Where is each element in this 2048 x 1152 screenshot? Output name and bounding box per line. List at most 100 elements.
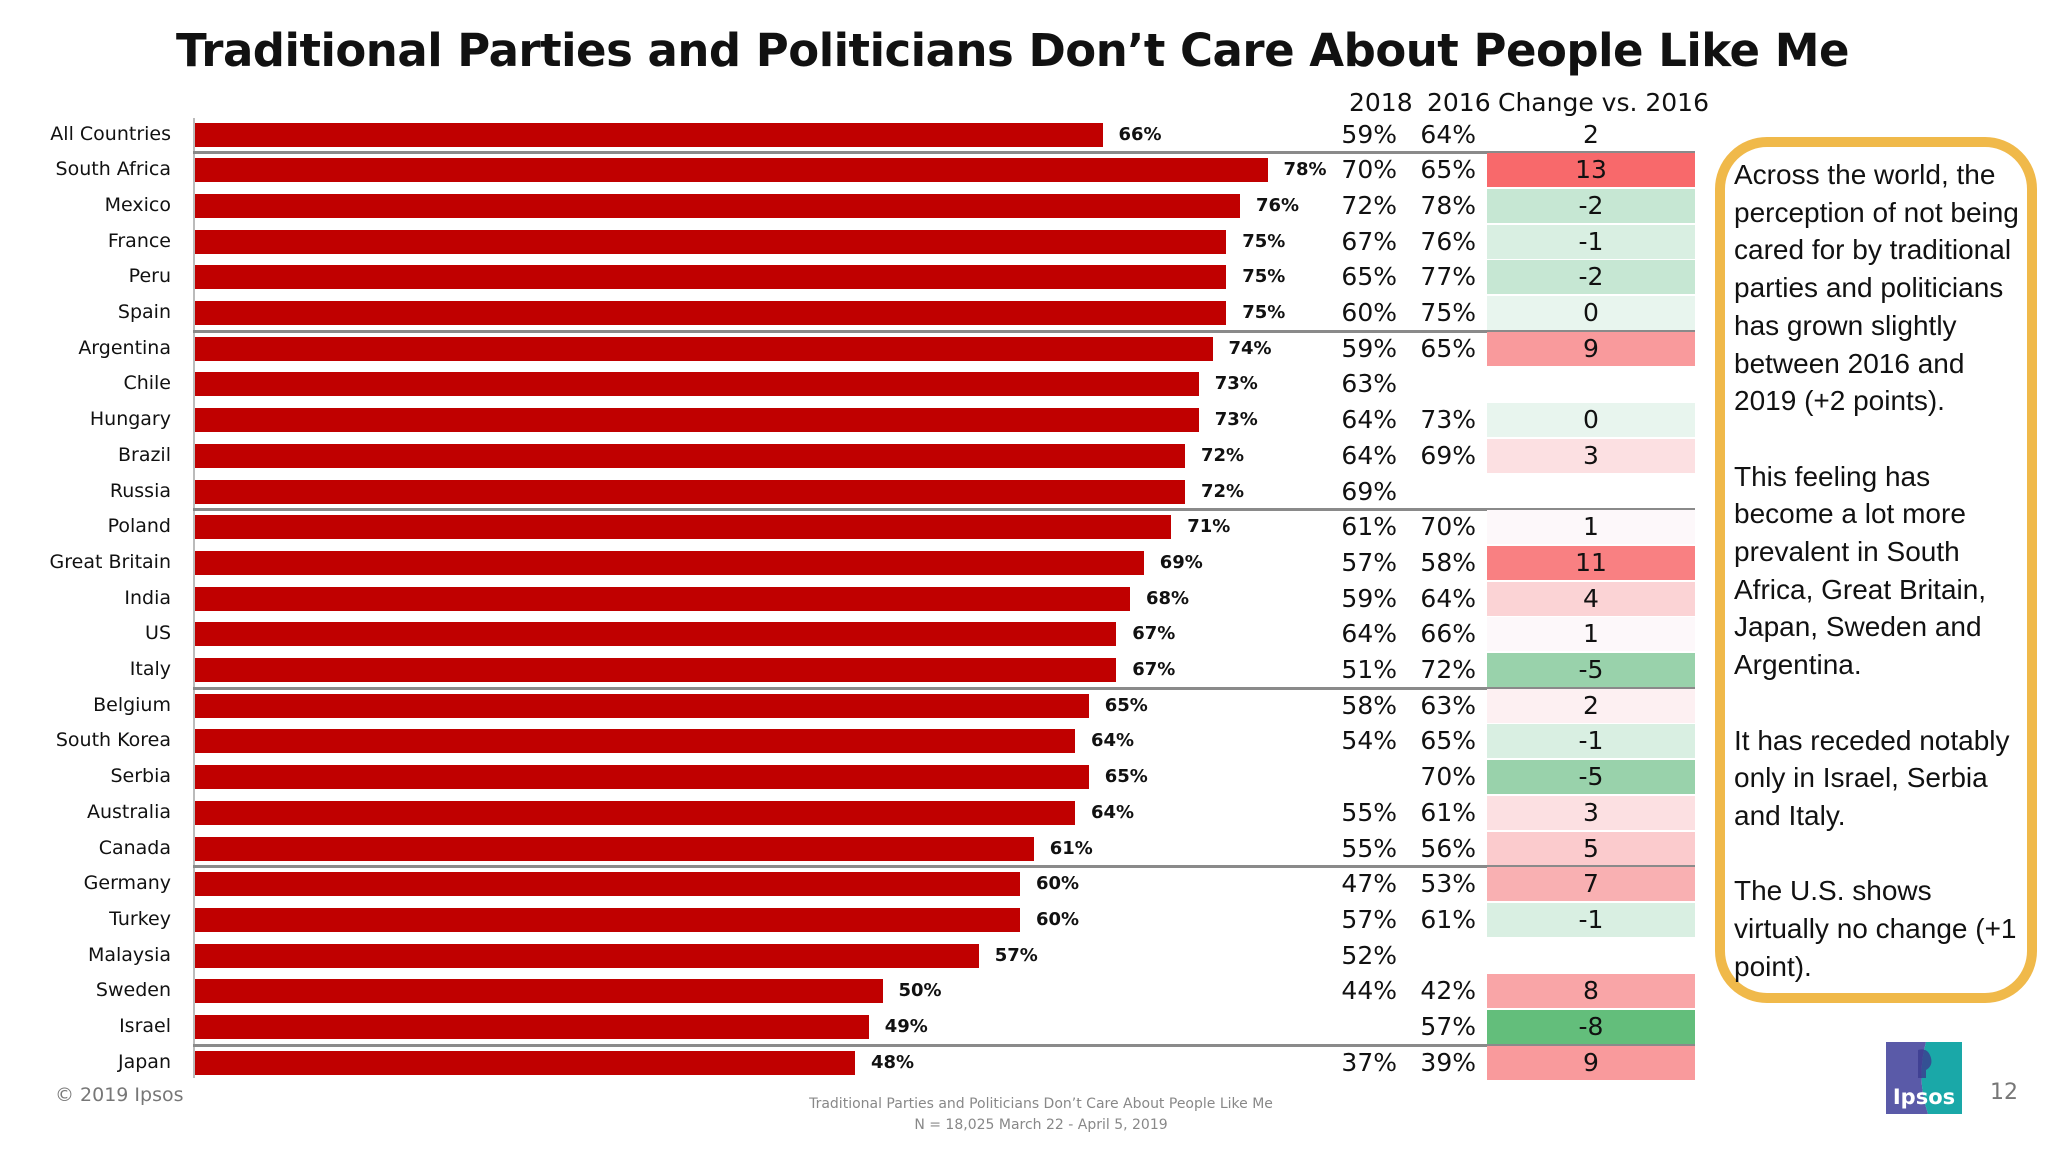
category-label: Serbia bbox=[110, 765, 171, 788]
footer-title: Traditional Parties and Politicians Don’… bbox=[809, 1096, 1273, 1112]
bar bbox=[195, 800, 1075, 825]
category-label: Hungary bbox=[89, 408, 171, 431]
commentary-box bbox=[1715, 137, 2037, 1003]
bar bbox=[195, 158, 1268, 183]
category-label: Spain bbox=[117, 301, 171, 323]
category-label: Australia bbox=[86, 800, 171, 823]
bar bbox=[195, 729, 1075, 754]
value-2016: 69% bbox=[1420, 440, 1476, 470]
commentary-paragraph: This feeling has become a lot more preva… bbox=[1734, 460, 1987, 681]
change-cell bbox=[1487, 938, 1695, 973]
bar-value-label: 60% bbox=[1036, 873, 1080, 895]
category-label: Japan bbox=[118, 1050, 171, 1073]
commentary-paragraph: Across the world, the perception of not … bbox=[1734, 159, 2019, 417]
change-cell bbox=[1487, 474, 1695, 509]
value-2018: 59% bbox=[1341, 333, 1397, 363]
bar bbox=[195, 622, 1117, 647]
change-cell: -5 bbox=[1487, 653, 1695, 687]
category-label: Russia bbox=[109, 479, 171, 502]
bar bbox=[195, 408, 1199, 433]
value-2018: 64% bbox=[1341, 405, 1397, 435]
category-label: Great Britain bbox=[49, 550, 171, 573]
change-cell: -1 bbox=[1487, 724, 1695, 759]
change-cell bbox=[1487, 367, 1695, 402]
category-label: Malaysia bbox=[87, 943, 171, 966]
value-2018: 63% bbox=[1341, 369, 1397, 399]
bar-value-label: 60% bbox=[1036, 908, 1080, 930]
commentary-paragraph: It has receded notably only in Israel, S… bbox=[1734, 724, 2010, 831]
value-2016: 56% bbox=[1420, 833, 1476, 863]
bar-value-label: 72% bbox=[1201, 444, 1245, 466]
group-separator bbox=[193, 865, 1695, 869]
change-cell: 13 bbox=[1487, 153, 1695, 188]
bar bbox=[195, 265, 1227, 290]
category-label: Canada bbox=[98, 836, 171, 859]
value-2018: 72% bbox=[1341, 190, 1397, 220]
bar-value-label: 57% bbox=[994, 944, 1038, 966]
bar-value-label: 78% bbox=[1283, 159, 1327, 181]
bar bbox=[195, 515, 1172, 540]
value-2016: 42% bbox=[1420, 976, 1476, 1006]
category-label: Israel bbox=[119, 1015, 171, 1037]
bar-value-label: 73% bbox=[1214, 373, 1258, 395]
svg-text:Ipsos: Ipsos bbox=[1893, 1085, 1955, 1109]
bar bbox=[195, 1015, 869, 1039]
bar-value-label: 76% bbox=[1256, 194, 1300, 216]
change-cell: 7 bbox=[1487, 867, 1695, 902]
bar bbox=[195, 979, 883, 1004]
change-cell: 1 bbox=[1487, 617, 1695, 652]
value-2016: 39% bbox=[1420, 1047, 1476, 1077]
value-2016: 70% bbox=[1420, 762, 1476, 792]
category-label: Argentina bbox=[78, 336, 171, 359]
value-2018: 59% bbox=[1341, 119, 1397, 149]
change-cell: -1 bbox=[1487, 224, 1695, 259]
bar-value-label: 50% bbox=[898, 980, 942, 1002]
group-separator bbox=[193, 151, 1695, 155]
change-cell: 5 bbox=[1487, 831, 1695, 866]
change-cell: 8 bbox=[1487, 974, 1695, 1009]
value-2016: 70% bbox=[1420, 512, 1476, 542]
value-2016: 76% bbox=[1420, 226, 1476, 256]
change-cell: 9 bbox=[1487, 331, 1695, 366]
bar-value-label: 68% bbox=[1146, 587, 1190, 609]
bar bbox=[195, 907, 1020, 932]
value-2018: 61% bbox=[1341, 512, 1397, 542]
value-2018: 52% bbox=[1341, 940, 1397, 970]
header-change: Change vs. 2016 bbox=[1498, 88, 1709, 117]
copyright: © 2019 Ipsos bbox=[55, 1084, 184, 1106]
value-2016: 57% bbox=[1420, 1012, 1476, 1041]
category-label: US bbox=[145, 622, 171, 645]
bar bbox=[195, 301, 1227, 325]
bar-value-label: 67% bbox=[1132, 623, 1176, 645]
group-separator bbox=[193, 508, 1695, 512]
change-cell: 1 bbox=[1487, 510, 1695, 545]
value-2018: 51% bbox=[1341, 655, 1397, 684]
bar bbox=[195, 229, 1227, 254]
category-label: Belgium bbox=[93, 693, 171, 716]
value-2016: 77% bbox=[1420, 262, 1476, 292]
value-2016: 72% bbox=[1420, 655, 1476, 684]
bar-value-label: 69% bbox=[1159, 551, 1203, 573]
bar-value-label: 64% bbox=[1091, 730, 1135, 752]
bar-value-label: 75% bbox=[1242, 266, 1286, 288]
value-2016: 65% bbox=[1420, 726, 1476, 756]
value-2018: 58% bbox=[1341, 690, 1397, 720]
category-axis bbox=[193, 118, 195, 1078]
category-label: South Africa bbox=[55, 158, 171, 181]
group-separator bbox=[193, 1043, 1695, 1047]
value-2016: 65% bbox=[1420, 155, 1476, 185]
change-cell: 3 bbox=[1487, 795, 1695, 830]
value-2018: 44% bbox=[1341, 976, 1397, 1006]
value-2016: 61% bbox=[1420, 797, 1476, 827]
bar-value-label: 64% bbox=[1091, 801, 1135, 823]
bar bbox=[195, 658, 1117, 682]
header-2016: 2016 bbox=[1427, 88, 1491, 117]
bar-value-label: 48% bbox=[871, 1051, 915, 1073]
change-cell: 2 bbox=[1487, 688, 1695, 723]
change-cell: -2 bbox=[1487, 188, 1695, 223]
chart-title: Traditional Parties and Politicians Don’… bbox=[176, 24, 1850, 77]
value-2018: 47% bbox=[1341, 869, 1397, 899]
change-cell: -8 bbox=[1487, 1010, 1695, 1044]
category-label: Germany bbox=[83, 872, 171, 895]
value-2016: 66% bbox=[1420, 619, 1476, 649]
